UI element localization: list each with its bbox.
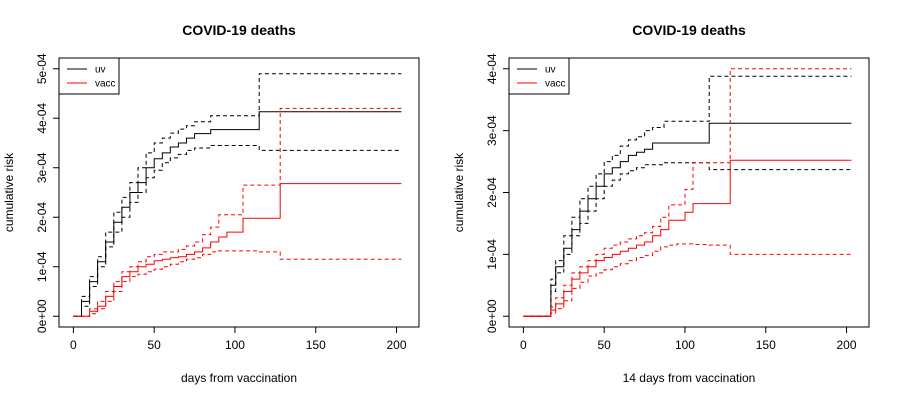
legend: uv vacc — [58, 57, 120, 95]
x-axis-title: 14 days from vaccination — [623, 371, 756, 385]
x-tick-label: 100 — [675, 338, 695, 352]
legend-box — [508, 57, 570, 95]
legend-label-vacc: vacc — [95, 79, 116, 90]
x-tick-label: 50 — [148, 338, 162, 352]
plot-frame — [508, 57, 870, 328]
chart-panel-1: COVID-19 deaths 0 50 100 150 200 0e+00 1e-04 2e-… — [2, 22, 420, 385]
y-axis-title: cumulative risk — [2, 152, 16, 232]
x-axis-title: days from vaccination — [181, 371, 297, 385]
series-vacc-ci-line — [523, 243, 852, 317]
x-tick-label: 0 — [520, 338, 527, 352]
legend-label-uv: uv — [545, 65, 556, 76]
y-tick-label: 3e-04 — [485, 115, 499, 146]
series-uv-line — [73, 111, 402, 317]
x-tick-label: 0 — [70, 338, 77, 352]
series-uv-ci-line — [523, 75, 852, 317]
y-tick-label: 2e-04 — [35, 202, 49, 233]
y-tick-label: 2e-04 — [485, 177, 499, 208]
y-tick-label: 0e+00 — [35, 299, 49, 333]
series-uv-ci-line — [523, 162, 852, 317]
chart-title: COVID-19 deaths — [632, 22, 746, 38]
y-tick-label: 4e-04 — [485, 53, 499, 84]
legend-label-uv: uv — [95, 65, 106, 76]
y-axis-title: cumulative risk — [452, 152, 466, 232]
chart-panel-2: COVID-19 deaths 0 50 100 150 200 0e+00 1e-04 2e-… — [452, 22, 870, 385]
series-vacc-ci-line — [73, 250, 402, 317]
series-uv-ci-line — [73, 73, 402, 317]
legend: uv vacc — [508, 57, 570, 95]
y-tick-label: 1e-04 — [485, 239, 499, 270]
series-vacc-ci-line — [523, 68, 852, 317]
y-tick-label: 3e-04 — [35, 152, 49, 183]
legend-label-vacc: vacc — [545, 79, 566, 90]
x-tick-label: 100 — [225, 338, 245, 352]
series-vacc-line — [73, 183, 402, 317]
y-tick-label: 0e+00 — [485, 299, 499, 333]
x-tick-label: 200 — [837, 338, 857, 352]
series-vacc-ci-line — [73, 107, 402, 317]
series-uv-line — [523, 122, 852, 317]
y-tick-label: 1e-04 — [35, 251, 49, 282]
legend-box — [58, 57, 120, 95]
chart-title: COVID-19 deaths — [182, 22, 296, 38]
x-tick-label: 150 — [756, 338, 776, 352]
series-vacc-line — [523, 159, 852, 317]
y-tick-label: 4e-04 — [35, 103, 49, 134]
series-uv-ci-line — [73, 145, 402, 317]
x-tick-label: 200 — [387, 338, 407, 352]
x-tick-label: 50 — [598, 338, 612, 352]
plot-frame — [58, 57, 420, 328]
y-tick-label: 5e-04 — [35, 53, 49, 84]
x-tick-label: 150 — [306, 338, 326, 352]
